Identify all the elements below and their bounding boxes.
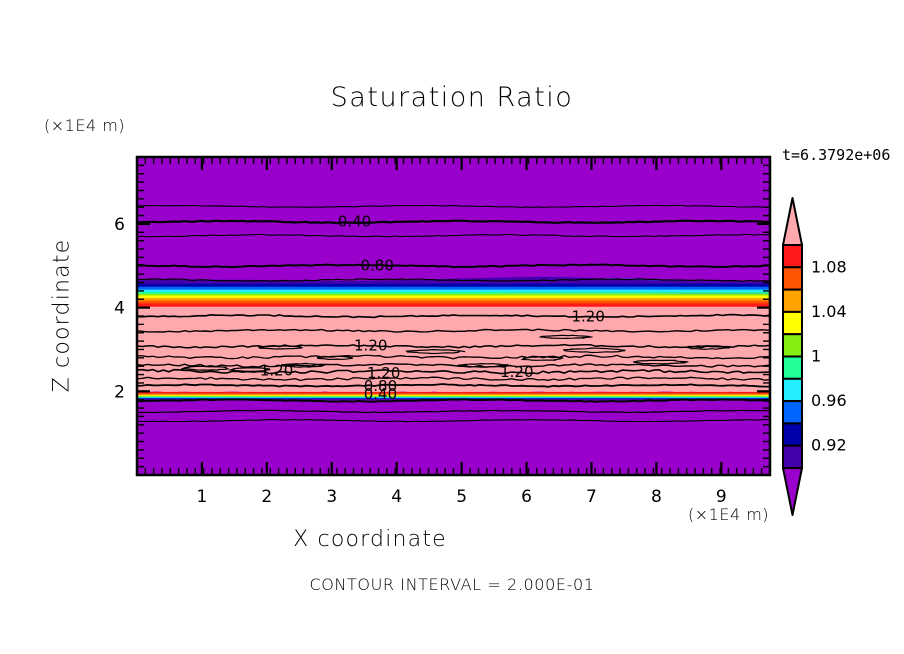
lower-transition-layer-1 [137, 393, 770, 395]
lower-transition-layer-2 [137, 394, 770, 396]
fringe-layer-9 [137, 277, 770, 284]
colorbar-label: 1 [811, 347, 821, 366]
contour-island-0 [181, 365, 230, 371]
x-tick-label: 1 [197, 487, 208, 507]
colorbar-label: 1.04 [811, 302, 847, 321]
axis-tick-labels: 1 2 3 4 5 6 7 8 9 2 4 6 [114, 215, 727, 507]
contour-0-40-upper [137, 219, 770, 225]
contour-1-20-a [137, 313, 770, 319]
x-tick-label: 6 [521, 487, 532, 507]
contour-upper-c [137, 278, 770, 282]
contour-label: 0.40 [364, 385, 397, 403]
contour-label: 1.20 [367, 364, 400, 382]
colorbar-tick-labels: 1.08 1.04 1 0.96 0.92 [811, 257, 847, 454]
y-axis-unit-label: (×1E4 m) [44, 116, 126, 135]
colorbar-top-arrow [782, 197, 803, 246]
contour-lower-b [137, 419, 770, 423]
colorbar[interactable] [782, 197, 803, 516]
colorbar-label: 0.92 [811, 436, 847, 455]
saturated-plume [137, 304, 770, 393]
contour-island-6 [520, 356, 564, 361]
contour-island-5 [457, 362, 512, 368]
contour-field [137, 157, 770, 475]
x-tick-label: 5 [456, 487, 467, 507]
contour-island-7 [562, 347, 626, 354]
contour-plume-d [137, 376, 770, 382]
y-tick-label: 6 [114, 215, 125, 235]
contour-label: 0.40 [338, 212, 371, 230]
colorbar-band-1[interactable] [782, 266, 803, 291]
colorbar-band-6[interactable] [782, 377, 803, 403]
colorbar-band-5[interactable] [782, 355, 803, 380]
x-tick-label: 8 [651, 487, 662, 507]
contour-0-40-lower [137, 398, 770, 403]
contour-label: 0.80 [361, 256, 394, 274]
x-tick-label: 9 [716, 487, 727, 507]
colorbar-band-9[interactable] [782, 444, 803, 470]
x-axis-unit-label: (×1E4 m) [688, 505, 770, 524]
colorbar-band-4[interactable] [782, 333, 803, 358]
colorbar-band-0[interactable] [782, 244, 803, 269]
x-tick-label: 4 [391, 487, 402, 507]
contour-island-2 [281, 362, 325, 368]
colorbar-label: 0.96 [811, 391, 847, 410]
colorbar-label: 1.08 [811, 257, 847, 276]
contour-island-8 [633, 359, 689, 365]
contour-0-80-lower [137, 383, 770, 388]
x-tick-label: 2 [261, 487, 272, 507]
contour-island-11 [258, 345, 303, 350]
contour-0-80-upper [137, 263, 770, 269]
axis-ticks [136, 156, 771, 476]
contour-plume-c [137, 362, 770, 368]
colorbar-band-3[interactable] [782, 310, 803, 336]
contour-value-labels: 0.400.801.201.201.20 1.20 1.200.800.40 [260, 212, 605, 403]
contour-label: 1.20 [260, 362, 293, 380]
contour-island-1 [228, 367, 271, 373]
contour-plume-a [137, 328, 770, 333]
lower-transition-layer-3 [137, 395, 770, 397]
x-tick-label: 7 [586, 487, 597, 507]
contour-plume-b [137, 354, 770, 360]
timestamp-label: t=6.3792e+06 [782, 146, 891, 164]
page-title: Saturation Ratio [330, 82, 574, 113]
contour-label: 1.20 [354, 337, 387, 355]
lower-transition-layer-0 [137, 391, 770, 394]
contour-island-9 [685, 345, 732, 350]
colorbar-band-8[interactable] [782, 422, 803, 447]
contour-lower-a [137, 409, 770, 414]
contour-island-10 [538, 334, 593, 340]
contour-interval-caption: CONTOUR INTERVAL = 2.000E-01 [309, 575, 595, 594]
contour-label: 1.20 [572, 307, 605, 325]
colorbar-band-7[interactable] [782, 400, 803, 425]
x-axis-title: X coordinate [293, 527, 447, 552]
lower-transition-layer-4 [137, 396, 770, 398]
contour-upper-a [137, 204, 770, 208]
x-tick-label: 3 [326, 487, 337, 507]
colorbar-band-2[interactable] [782, 288, 803, 313]
contour-island-3 [316, 355, 354, 361]
contour-label: 1.20 [500, 363, 533, 381]
contour-1-20-c [137, 368, 770, 375]
contour-lines [137, 204, 770, 423]
colorbar-bottom-arrow [782, 467, 803, 516]
contour-1-20-b [137, 343, 770, 349]
contour-upper-b [137, 233, 770, 238]
y-tick-label: 4 [114, 299, 125, 319]
contour-label: 0.80 [364, 377, 397, 395]
y-tick-label: 2 [114, 382, 125, 402]
contour-island-4 [405, 348, 466, 355]
